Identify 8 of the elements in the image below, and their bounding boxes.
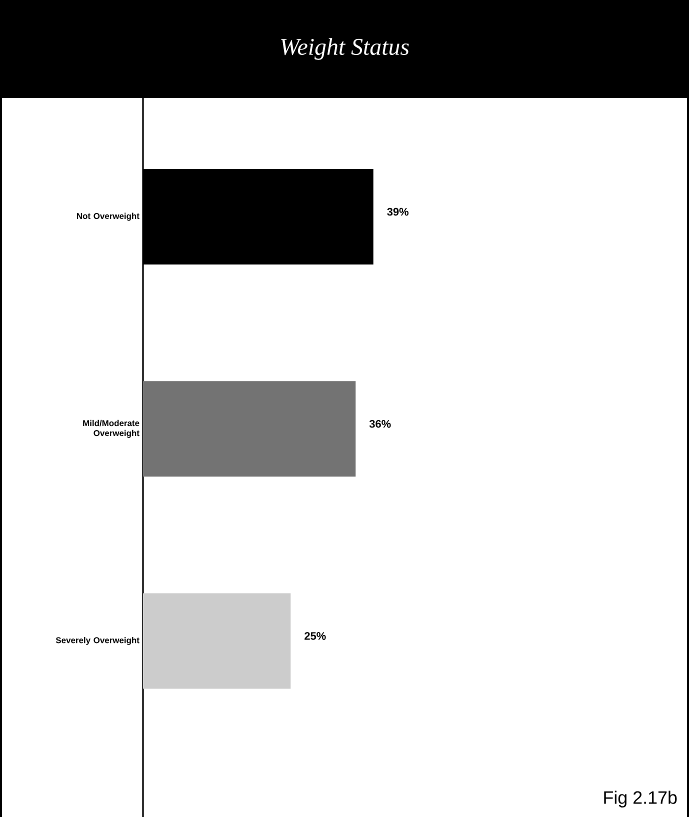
data-label: 25% <box>304 632 326 640</box>
y-tick-label: Mild/Moderate Overweight <box>83 420 140 438</box>
chart-title: Weight Status <box>281 38 409 60</box>
caption: Fig 2.17b <box>604 790 677 808</box>
y-tick-label: Severely Overweight <box>56 637 140 645</box>
data-label: 39% <box>387 208 409 216</box>
data-label: 36% <box>369 420 391 428</box>
y-tick-label: Not Overweight <box>76 212 140 221</box>
